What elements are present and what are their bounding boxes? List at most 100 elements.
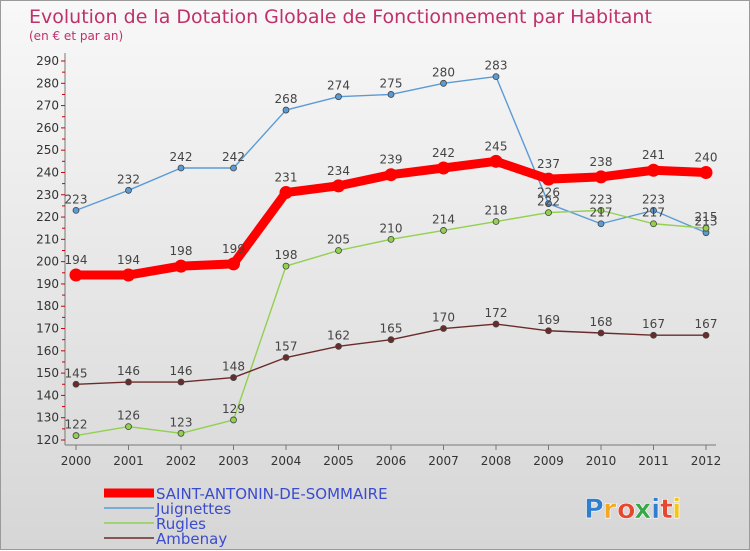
data-label: 198 bbox=[275, 248, 298, 262]
x-tick-label: 2002 bbox=[166, 454, 197, 468]
x-tick-label: 2011 bbox=[638, 454, 669, 468]
data-point bbox=[177, 429, 185, 437]
data-point bbox=[437, 161, 450, 175]
x-tick-label: 2001 bbox=[113, 454, 144, 468]
data-label: 194 bbox=[65, 253, 88, 267]
data-label: 210 bbox=[380, 221, 403, 235]
data-point bbox=[122, 268, 135, 282]
data-point bbox=[545, 327, 552, 335]
data-point bbox=[650, 220, 657, 228]
x-tick-label: 2005 bbox=[323, 454, 354, 468]
data-point bbox=[542, 172, 555, 186]
data-point bbox=[335, 93, 342, 101]
data-point bbox=[125, 378, 132, 386]
data-label: 122 bbox=[65, 418, 88, 432]
logo-letter: i bbox=[672, 494, 681, 525]
data-point bbox=[230, 374, 237, 381]
data-point bbox=[282, 354, 290, 361]
data-label: 237 bbox=[537, 157, 560, 171]
y-tick-label: 140 bbox=[36, 388, 59, 402]
data-label: 146 bbox=[117, 364, 140, 378]
data-label: 283 bbox=[485, 59, 508, 73]
data-label: 223 bbox=[590, 192, 613, 206]
y-tick-label: 270 bbox=[36, 99, 59, 113]
x-tick-label: 2007 bbox=[428, 454, 459, 468]
data-point bbox=[597, 206, 605, 214]
data-label: 223 bbox=[65, 192, 88, 206]
logo-letter: r bbox=[603, 494, 617, 525]
data-label: 170 bbox=[432, 311, 455, 325]
logo-letter: x bbox=[634, 494, 651, 525]
data-point bbox=[492, 73, 500, 81]
data-point bbox=[650, 331, 657, 339]
data-label: 274 bbox=[327, 79, 350, 93]
data-point bbox=[699, 165, 713, 179]
data-label: 217 bbox=[642, 206, 665, 220]
data-label: 172 bbox=[485, 306, 508, 320]
data-point bbox=[440, 325, 447, 332]
axes: 120 130 140 150 160 170 180 190 200 210 220 230 240 2… bbox=[36, 53, 721, 468]
y-tick-label: 280 bbox=[36, 76, 59, 90]
data-point bbox=[125, 423, 132, 431]
data-label: 157 bbox=[275, 340, 298, 354]
y-tick-label: 220 bbox=[36, 210, 59, 224]
data-point bbox=[332, 179, 345, 193]
data-point bbox=[177, 378, 185, 386]
data-label: 217 bbox=[590, 206, 613, 220]
data-point bbox=[594, 170, 608, 184]
y-tick-label: 160 bbox=[36, 344, 59, 358]
data-point bbox=[440, 79, 447, 87]
data-label: 123 bbox=[170, 415, 193, 429]
data-label: 167 bbox=[695, 317, 718, 331]
y-tick-label: 120 bbox=[36, 433, 59, 447]
data-label: 223 bbox=[642, 192, 665, 206]
data-point bbox=[492, 320, 500, 328]
data-point bbox=[72, 432, 80, 439]
data-point bbox=[545, 200, 552, 208]
data-label: 240 bbox=[695, 150, 718, 164]
data-label: 275 bbox=[380, 76, 403, 90]
data-label: 222 bbox=[537, 195, 560, 209]
data-label: 145 bbox=[65, 366, 88, 380]
y-tick-label: 250 bbox=[36, 143, 59, 157]
data-point bbox=[702, 331, 710, 339]
logo-letter: o bbox=[617, 494, 636, 525]
data-label: 148 bbox=[222, 360, 245, 374]
data-point bbox=[489, 154, 503, 168]
data-label: 168 bbox=[590, 315, 613, 329]
data-point bbox=[279, 186, 293, 200]
y-tick-label: 230 bbox=[36, 188, 59, 202]
data-point bbox=[72, 380, 80, 388]
logo-letter: t bbox=[660, 494, 673, 525]
data-label: 218 bbox=[485, 204, 508, 218]
data-label: 169 bbox=[537, 313, 560, 327]
data-point bbox=[440, 227, 447, 234]
data-point bbox=[597, 329, 605, 337]
data-label: 226 bbox=[537, 186, 560, 200]
legend-label: Rugles bbox=[156, 515, 206, 533]
data-point bbox=[174, 259, 188, 273]
chart-subtitle: (en € et par an) bbox=[29, 29, 123, 43]
x-tick-label: 2006 bbox=[376, 454, 407, 468]
y-tick-label: 210 bbox=[36, 232, 59, 246]
data-point bbox=[545, 209, 552, 217]
data-label: 205 bbox=[327, 233, 350, 247]
x-tick-label: 2003 bbox=[218, 454, 249, 468]
data-label: 214 bbox=[432, 212, 455, 226]
data-point bbox=[177, 164, 185, 172]
data-label: 194 bbox=[117, 253, 140, 267]
data-label: 280 bbox=[432, 65, 455, 79]
data-point bbox=[282, 106, 290, 114]
data-label: 129 bbox=[222, 402, 245, 416]
chart-title: Evolution de la Dotation Globale de Fonc… bbox=[29, 6, 652, 28]
y-tick-label: 290 bbox=[36, 54, 59, 68]
logo-letter: P bbox=[584, 494, 604, 525]
data-label: 242 bbox=[222, 150, 245, 164]
data-label: 162 bbox=[327, 328, 350, 342]
y-tick-label: 190 bbox=[36, 277, 59, 291]
data-label: 242 bbox=[432, 146, 455, 160]
data-point bbox=[387, 336, 395, 344]
data-point bbox=[227, 257, 240, 271]
